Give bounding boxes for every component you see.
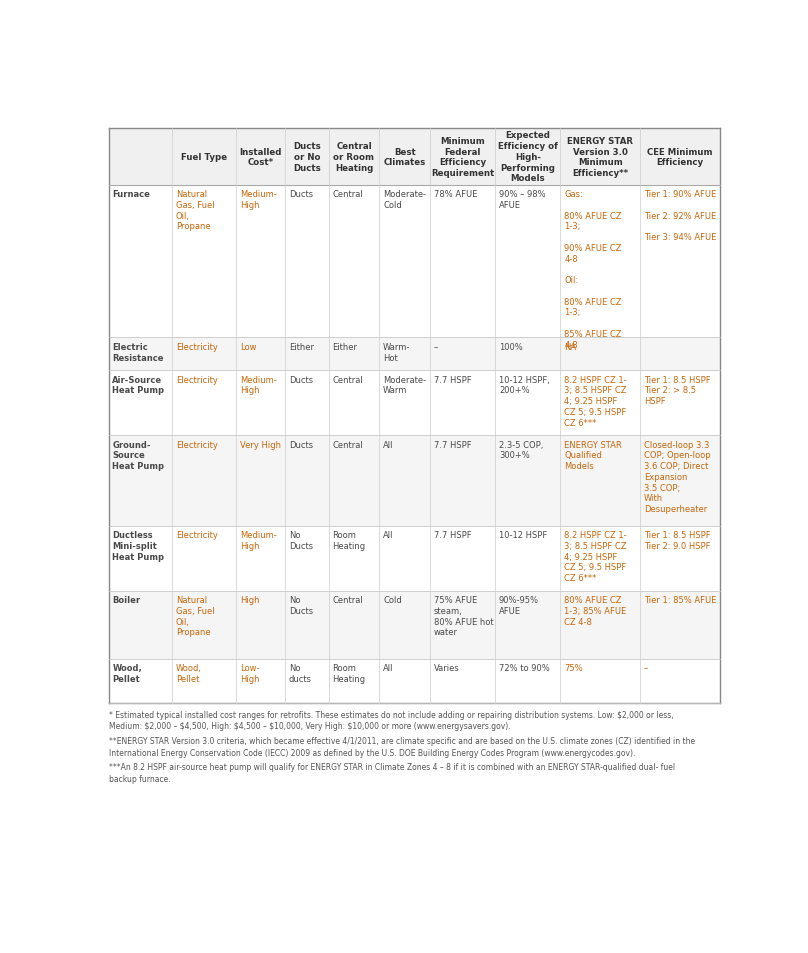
Text: 80% AFUE CZ
1-3; 85% AFUE
CZ 4-8: 80% AFUE CZ 1-3; 85% AFUE CZ 4-8 — [564, 596, 626, 626]
Text: Tier 1: 8.5 HSPF
Tier 2: 9.0 HSPF: Tier 1: 8.5 HSPF Tier 2: 9.0 HSPF — [644, 531, 710, 550]
Bar — [108, 186, 720, 338]
Text: Furnace: Furnace — [112, 190, 150, 199]
Text: Installed
Cost*: Installed Cost* — [239, 148, 282, 167]
Text: Low-
High: Low- High — [240, 663, 259, 683]
Text: Minimum
Federal
Efficiency
Requirement: Minimum Federal Efficiency Requirement — [431, 136, 494, 178]
Text: Wood,
Pellet: Wood, Pellet — [176, 663, 202, 683]
Text: Medium-
High: Medium- High — [240, 375, 276, 395]
Text: Moderate-
Cold: Moderate- Cold — [383, 190, 427, 210]
Text: Very High: Very High — [240, 440, 280, 449]
Text: 90%-95%
AFUE: 90%-95% AFUE — [499, 596, 539, 616]
Bar — [108, 338, 720, 371]
Text: Ducts: Ducts — [289, 190, 313, 199]
Bar — [108, 591, 720, 659]
Text: Best
Climates: Best Climates — [384, 148, 426, 167]
Text: 7.7 HSPF: 7.7 HSPF — [434, 440, 471, 449]
Text: Gas:

80% AFUE CZ
1-3;

90% AFUE CZ
4-8

Oil:

80% AFUE CZ
1-3;

85% AFUE CZ
4-8: Gas: 80% AFUE CZ 1-3; 90% AFUE CZ 4-8 Oi… — [564, 190, 621, 349]
Text: 2.3-5 COP,
300+%: 2.3-5 COP, 300+% — [499, 440, 543, 460]
Text: Medium-
High: Medium- High — [240, 190, 276, 210]
Text: 90% – 98%
AFUE: 90% – 98% AFUE — [499, 190, 545, 210]
Text: Electricity: Electricity — [176, 440, 218, 449]
Text: No
Ducts: No Ducts — [289, 596, 313, 616]
Text: Central: Central — [332, 596, 363, 604]
Text: No
Ducts: No Ducts — [289, 531, 313, 550]
Text: No
ducts: No ducts — [289, 663, 312, 683]
Text: Central: Central — [332, 375, 363, 384]
Text: Either: Either — [332, 342, 357, 352]
Text: 75% AFUE
steam,
80% AFUE hot
water: 75% AFUE steam, 80% AFUE hot water — [434, 596, 494, 637]
Text: Ducts
or No
Ducts: Ducts or No Ducts — [293, 142, 321, 172]
Text: Air-Source
Heat Pump: Air-Source Heat Pump — [112, 375, 164, 395]
Text: ENERGY STAR
Version 3.0
Minimum
Efficiency**: ENERGY STAR Version 3.0 Minimum Efficien… — [567, 136, 633, 178]
Text: Natural
Gas, Fuel
Oil,
Propane: Natural Gas, Fuel Oil, Propane — [176, 190, 215, 232]
Text: Central: Central — [332, 190, 363, 199]
Text: Cold: Cold — [383, 596, 402, 604]
Text: Expected
Efficiency of
High-
Performing
Models: Expected Efficiency of High- Performing … — [498, 132, 558, 183]
Bar — [108, 371, 720, 436]
Text: Room
Heating: Room Heating — [332, 531, 365, 550]
Text: Tier 1: 90% AFUE

Tier 2: 92% AFUE

Tier 3: 94% AFUE: Tier 1: 90% AFUE Tier 2: 92% AFUE Tier 3… — [644, 190, 716, 242]
Text: Electricity: Electricity — [176, 531, 218, 539]
Text: Wood,
Pellet: Wood, Pellet — [112, 663, 142, 683]
Text: ENERGY STAR
Qualified
Models: ENERGY STAR Qualified Models — [564, 440, 622, 471]
Text: Ground-
Source
Heat Pump: Ground- Source Heat Pump — [112, 440, 164, 471]
Text: Boiler: Boiler — [112, 596, 141, 604]
Text: 8.2 HSPF CZ 1-
3; 8.5 HSPF CZ
4; 9.25 HSPF
CZ 5; 9.5 HSPF
CZ 6***: 8.2 HSPF CZ 1- 3; 8.5 HSPF CZ 4; 9.25 HS… — [564, 531, 627, 582]
Text: ***An 8.2 HSPF air-source heat pump will qualify for ENERGY STAR in Climate Zone: ***An 8.2 HSPF air-source heat pump will… — [108, 762, 675, 783]
Text: High: High — [240, 596, 259, 604]
Bar — [108, 129, 720, 186]
Text: Central: Central — [332, 440, 363, 449]
Text: Ductless
Mini-split
Heat Pump: Ductless Mini-split Heat Pump — [112, 531, 164, 561]
Text: 78% AFUE: 78% AFUE — [434, 190, 478, 199]
Text: Ducts: Ducts — [289, 375, 313, 384]
Text: Varies: Varies — [434, 663, 460, 672]
Bar — [108, 526, 720, 591]
Text: Moderate-
Warm: Moderate- Warm — [383, 375, 427, 395]
Text: Electricity: Electricity — [176, 375, 218, 384]
Text: 72% to 90%: 72% to 90% — [499, 663, 549, 672]
Text: –: – — [644, 663, 648, 672]
Text: Closed-loop 3.3
COP; Open-loop
3.6 COP; Direct
Expansion
3.5 COP;
With
Desuperhe: Closed-loop 3.3 COP; Open-loop 3.6 COP; … — [644, 440, 710, 514]
Text: Natural
Gas, Fuel
Oil,
Propane: Natural Gas, Fuel Oil, Propane — [176, 596, 215, 637]
Text: NA: NA — [564, 342, 576, 352]
Text: All: All — [383, 663, 393, 672]
Text: 8.2 HSPF CZ 1-
3; 8.5 HSPF CZ
4; 9.25 HSPF
CZ 5; 9.5 HSPF
CZ 6***: 8.2 HSPF CZ 1- 3; 8.5 HSPF CZ 4; 9.25 HS… — [564, 375, 627, 427]
Text: Medium-
High: Medium- High — [240, 531, 276, 550]
Text: Fuel Type: Fuel Type — [181, 152, 227, 162]
Bar — [108, 659, 720, 703]
Text: Ducts: Ducts — [289, 440, 313, 449]
Text: 100%: 100% — [499, 342, 523, 352]
Bar — [108, 436, 720, 526]
Text: Central
or Room
Heating: Central or Room Heating — [334, 142, 374, 172]
Text: **ENERGY STAR Version 3.0 criteria, which became effective 4/1/2011, are climate: **ENERGY STAR Version 3.0 criteria, whic… — [108, 737, 695, 757]
Text: 10-12 HSPF,
200+%: 10-12 HSPF, 200+% — [499, 375, 549, 395]
Text: –: – — [434, 342, 438, 352]
Text: All: All — [383, 531, 393, 539]
Text: Room
Heating: Room Heating — [332, 663, 365, 683]
Text: 7.7 HSPF: 7.7 HSPF — [434, 531, 471, 539]
Text: Electric
Resistance: Electric Resistance — [112, 342, 164, 362]
Text: Warm-
Hot: Warm- Hot — [383, 342, 410, 362]
Text: Low: Low — [240, 342, 256, 352]
Text: Either: Either — [289, 342, 314, 352]
Text: 75%: 75% — [564, 663, 583, 672]
Text: * Estimated typical installed cost ranges for retrofits. These estimates do not : * Estimated typical installed cost range… — [108, 710, 673, 731]
Text: Tier 1: 8.5 HSPF
Tier 2: > 8.5
HSPF: Tier 1: 8.5 HSPF Tier 2: > 8.5 HSPF — [644, 375, 710, 406]
Text: All: All — [383, 440, 393, 449]
Text: CEE Minimum
Efficiency: CEE Minimum Efficiency — [647, 148, 713, 167]
Text: 10-12 HSPF: 10-12 HSPF — [499, 531, 547, 539]
Text: 7.7 HSPF: 7.7 HSPF — [434, 375, 471, 384]
Text: Electricity: Electricity — [176, 342, 218, 352]
Text: Tier 1: 85% AFUE: Tier 1: 85% AFUE — [644, 596, 716, 604]
